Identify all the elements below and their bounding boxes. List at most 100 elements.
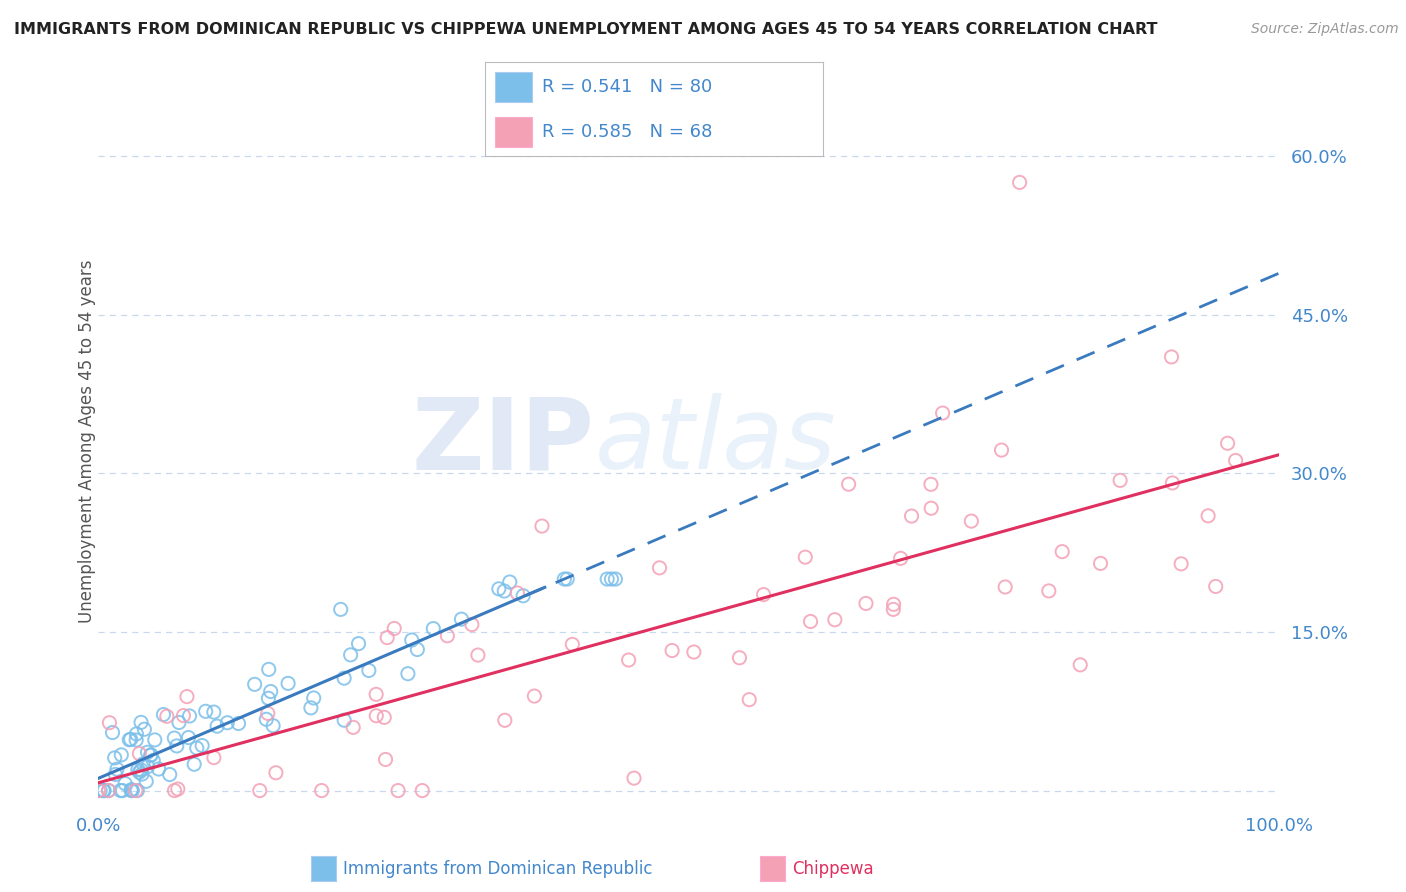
Point	[135, 774, 157, 789]
Point	[1050, 544, 1073, 558]
Point	[91, 783, 114, 797]
Point	[1216, 436, 1239, 450]
Point	[1038, 583, 1060, 598]
Point	[347, 637, 370, 651]
Point	[277, 676, 299, 690]
Point	[172, 708, 194, 723]
Point	[523, 689, 546, 703]
Y-axis label: Unemployment Among Ages 45 to 54 years: Unemployment Among Ages 45 to 54 years	[79, 260, 96, 624]
Point	[357, 664, 380, 678]
Point	[114, 776, 136, 790]
Point	[461, 617, 484, 632]
Point	[249, 783, 271, 797]
Point	[333, 713, 356, 727]
Point	[202, 705, 225, 719]
Point	[530, 519, 553, 533]
Point	[494, 584, 516, 599]
Point	[488, 582, 510, 596]
Point	[139, 747, 162, 762]
Point	[661, 643, 683, 657]
Point	[120, 783, 142, 797]
Point	[1160, 350, 1182, 364]
Point	[366, 687, 388, 701]
Point	[132, 756, 155, 771]
Point	[882, 602, 904, 616]
Point	[120, 782, 142, 797]
Point	[931, 406, 953, 420]
Point	[366, 708, 388, 723]
Point	[1090, 557, 1112, 571]
Point	[838, 477, 860, 491]
Point	[262, 719, 284, 733]
Point	[752, 588, 775, 602]
Point	[596, 572, 619, 586]
Point	[260, 684, 283, 698]
Point	[156, 709, 179, 723]
Point	[125, 783, 148, 797]
Point	[1205, 579, 1227, 593]
Point	[375, 631, 398, 645]
Text: atlas: atlas	[595, 393, 837, 490]
Point	[512, 589, 534, 603]
Point	[110, 747, 132, 762]
Point	[1170, 557, 1192, 571]
Point	[136, 759, 159, 773]
Text: R = 0.541   N = 80: R = 0.541 N = 80	[543, 78, 713, 95]
Point	[1008, 176, 1031, 190]
Point	[333, 671, 356, 685]
Point	[411, 783, 433, 797]
Point	[254, 712, 277, 726]
Point	[205, 719, 228, 733]
Point	[339, 648, 361, 662]
Point	[118, 732, 141, 747]
Point	[799, 615, 821, 629]
Point	[396, 666, 419, 681]
Point	[960, 514, 983, 528]
Point	[125, 727, 148, 741]
Point	[129, 763, 152, 777]
Point	[555, 572, 578, 586]
Point	[920, 501, 942, 516]
Point	[121, 783, 143, 797]
Point	[194, 704, 217, 718]
Point	[163, 783, 186, 797]
Text: Source: ZipAtlas.com: Source: ZipAtlas.com	[1251, 22, 1399, 37]
Text: IMMIGRANTS FROM DOMINICAN REPUBLIC VS CHIPPEWA UNEMPLOYMENT AMONG AGES 45 TO 54 : IMMIGRANTS FROM DOMINICAN REPUBLIC VS CH…	[14, 22, 1157, 37]
Point	[97, 783, 120, 797]
Point	[179, 709, 201, 723]
Point	[217, 715, 239, 730]
Point	[600, 572, 623, 586]
Point	[104, 751, 127, 765]
Point	[256, 706, 278, 721]
Point	[186, 741, 208, 756]
Point	[467, 648, 489, 662]
Point	[406, 642, 429, 657]
Point	[127, 763, 149, 777]
Point	[166, 782, 188, 797]
Point	[1109, 474, 1132, 488]
Point	[177, 731, 200, 745]
Point	[855, 596, 877, 610]
Bar	[495, 72, 533, 102]
Point	[824, 613, 846, 627]
Point	[401, 633, 423, 648]
Point	[617, 653, 640, 667]
Point	[257, 662, 280, 676]
Point	[264, 765, 287, 780]
Point	[202, 750, 225, 764]
Point	[683, 645, 706, 659]
Point	[506, 586, 529, 600]
Point	[125, 733, 148, 747]
Point	[728, 650, 751, 665]
Text: R = 0.585   N = 68: R = 0.585 N = 68	[543, 123, 713, 141]
Point	[1069, 657, 1091, 672]
Point	[302, 690, 325, 705]
Point	[166, 739, 188, 753]
Point	[648, 561, 671, 575]
Point	[93, 783, 115, 797]
Point	[191, 739, 214, 753]
Point	[148, 762, 170, 776]
Text: Immigrants from Dominican Republic: Immigrants from Dominican Republic	[343, 860, 652, 878]
Point	[163, 731, 186, 745]
Point	[553, 572, 575, 586]
